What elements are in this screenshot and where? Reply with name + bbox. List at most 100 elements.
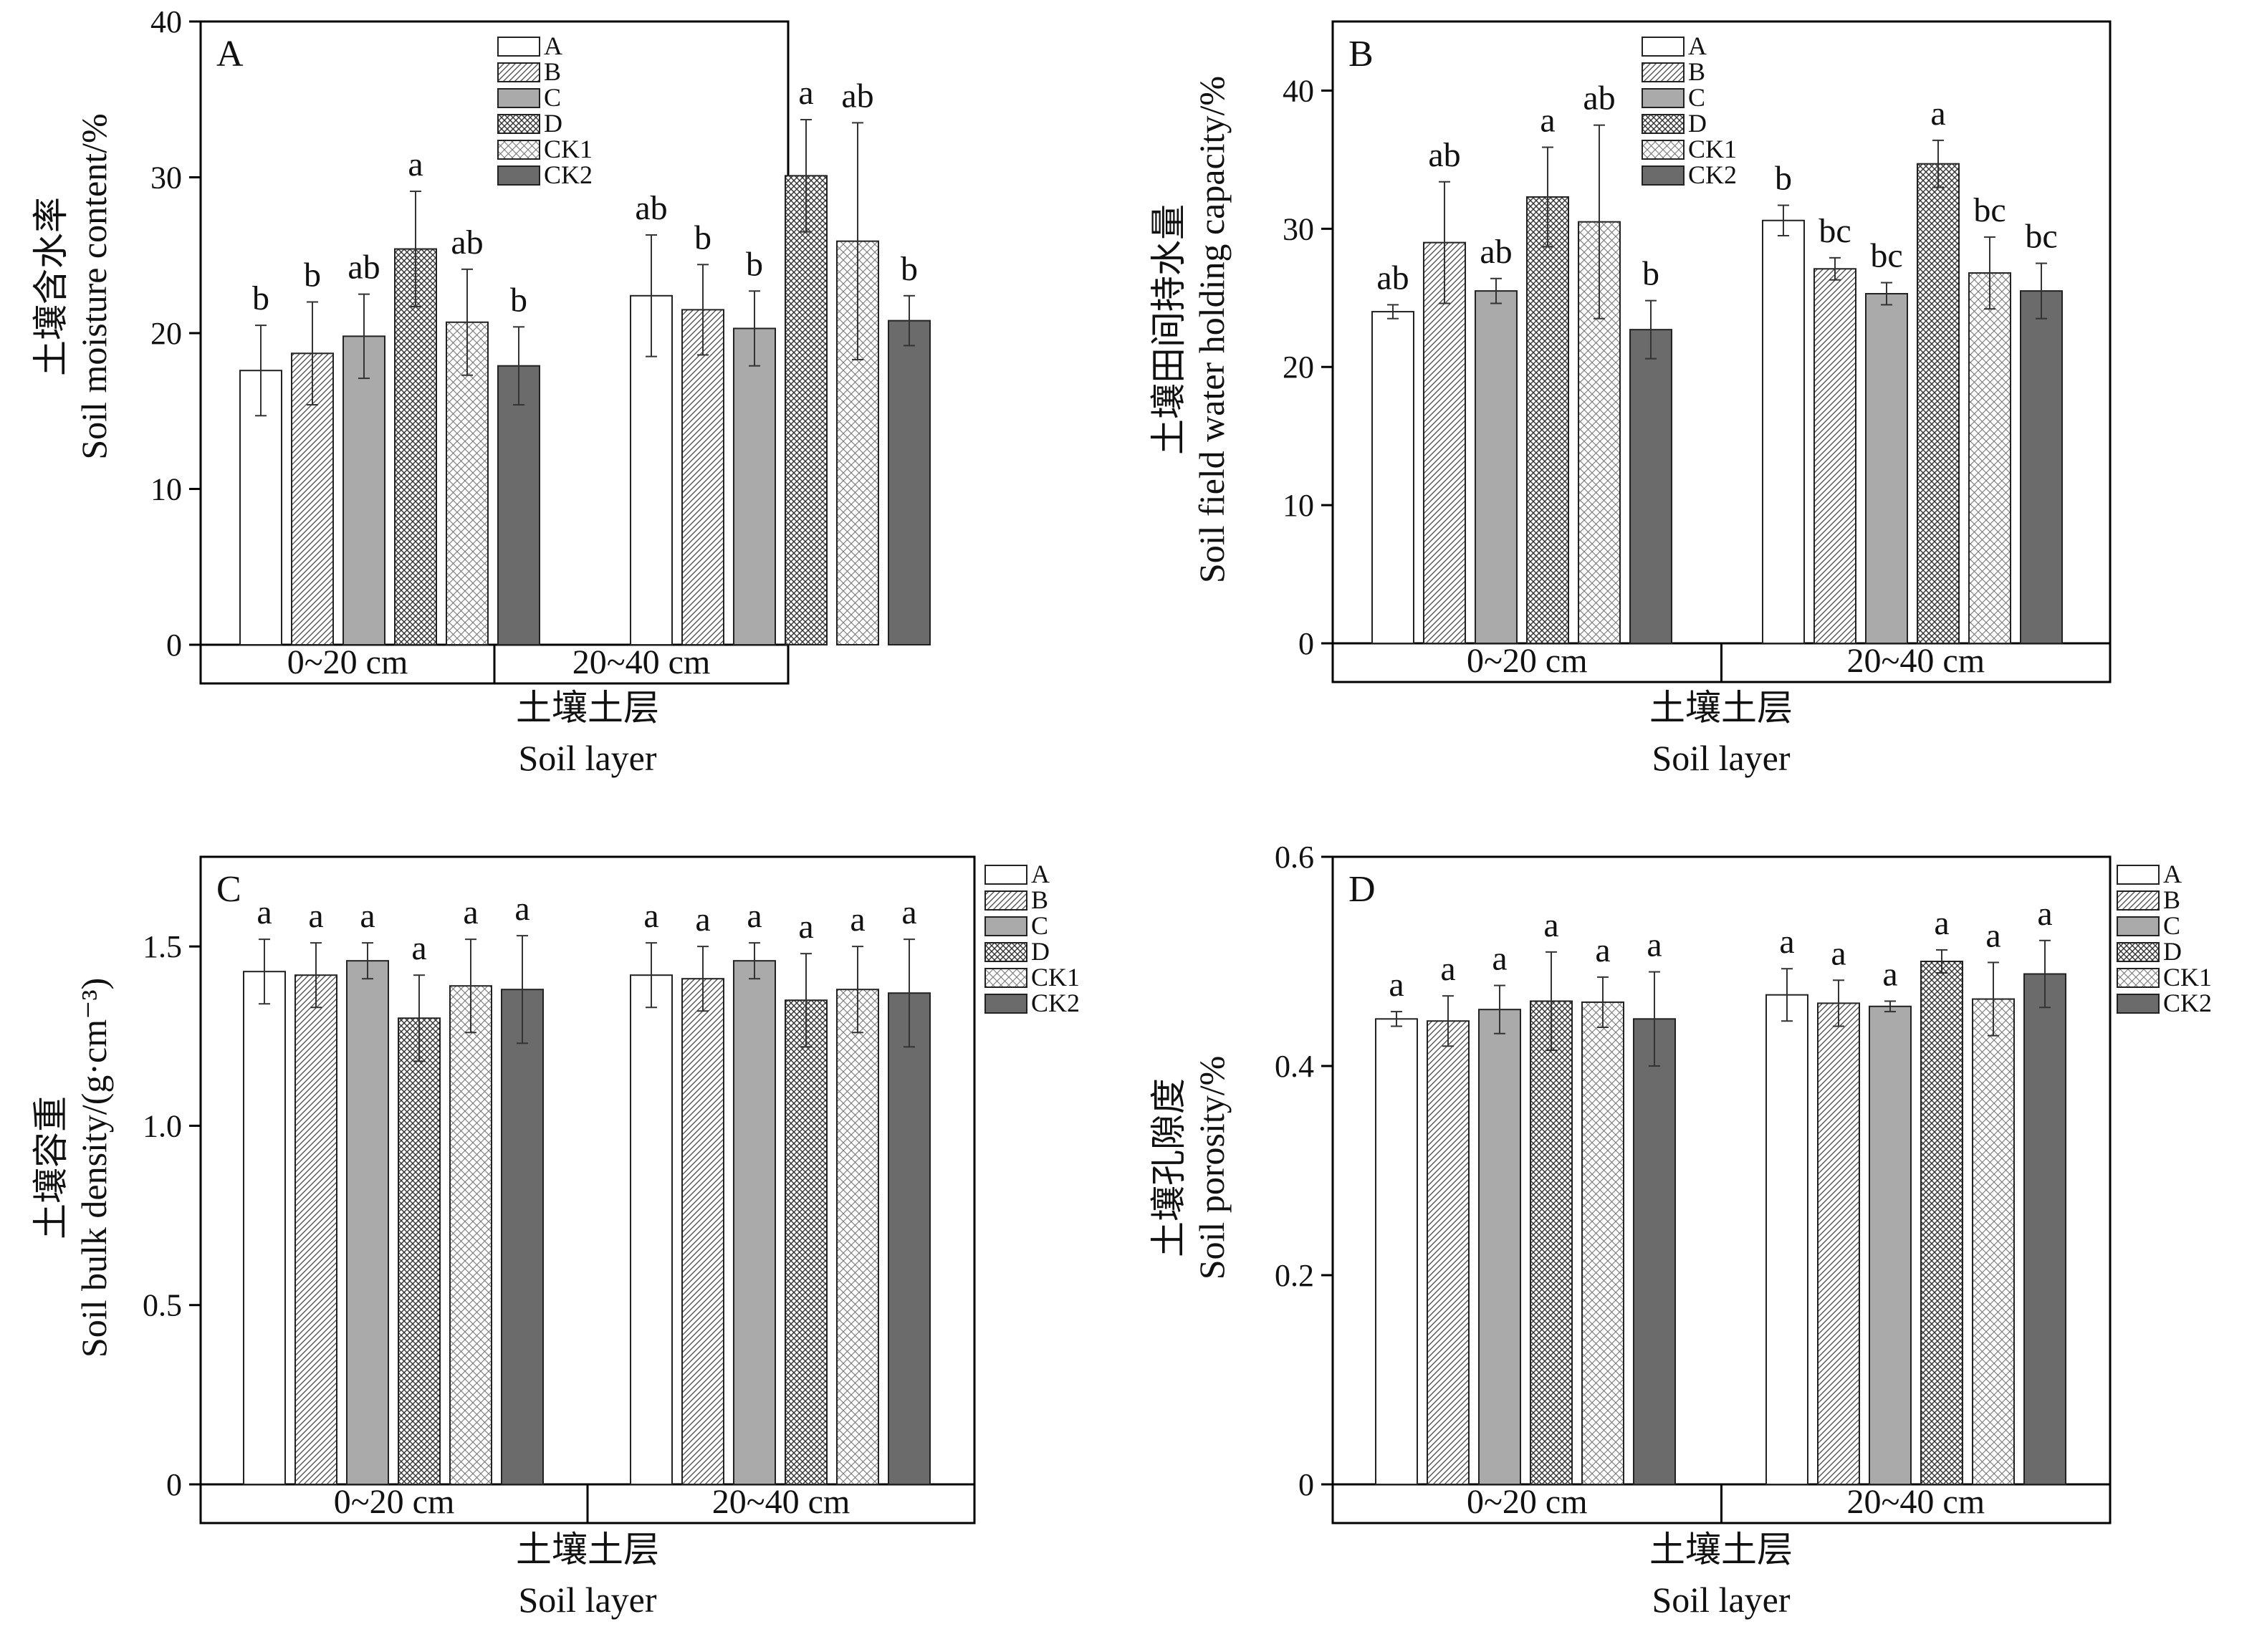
legend-swatch bbox=[2117, 916, 2160, 936]
panel-letter: C bbox=[216, 869, 241, 910]
legend-label: CK1 bbox=[1688, 135, 1737, 163]
bar bbox=[630, 974, 673, 1485]
x-axis-title-en: Soil layer bbox=[1652, 1580, 1790, 1620]
significance-letter: a bbox=[1831, 934, 1846, 972]
y-tick-label: 0.5 bbox=[143, 1288, 182, 1323]
bar bbox=[733, 960, 776, 1486]
y-tick-label: 30 bbox=[150, 160, 182, 196]
significance-letter: bc bbox=[1870, 237, 1902, 275]
legend-swatch bbox=[1642, 165, 1685, 186]
y-tick-label: 40 bbox=[150, 4, 182, 39]
category-label: 20~40 cm bbox=[1846, 642, 1985, 680]
legend-label: CK1 bbox=[544, 135, 593, 163]
bar bbox=[836, 989, 879, 1485]
bar bbox=[1427, 1020, 1470, 1485]
bar bbox=[1423, 241, 1466, 645]
significance-letter: ab bbox=[1376, 259, 1409, 297]
x-axis-title-cn: 土壤土层 bbox=[516, 1529, 659, 1570]
significance-letter: a bbox=[1647, 926, 1662, 964]
bar bbox=[1865, 292, 1908, 644]
significance-letter: b bbox=[304, 256, 321, 294]
bar bbox=[681, 978, 724, 1486]
significance-letter: a bbox=[1882, 955, 1897, 993]
significance-letter: a bbox=[1930, 95, 1945, 133]
significance-letter: a bbox=[408, 145, 423, 183]
x-axis-title-en: Soil layer bbox=[1652, 738, 1790, 778]
bar bbox=[1817, 1002, 1860, 1485]
legend-swatch bbox=[2117, 994, 2160, 1014]
significance-letter: a bbox=[850, 901, 865, 938]
y-tick-label: 0 bbox=[1298, 1467, 1314, 1502]
bar bbox=[1869, 1005, 1912, 1485]
legend-swatch bbox=[497, 37, 540, 57]
significance-letter: a bbox=[514, 890, 529, 928]
bar bbox=[2023, 973, 2066, 1485]
significance-letter: b bbox=[746, 245, 763, 283]
significance-letter: a bbox=[308, 897, 323, 935]
bar bbox=[1375, 1018, 1418, 1486]
y-tick-label: 0.4 bbox=[1275, 1049, 1314, 1084]
legend-label: A bbox=[2163, 860, 2182, 888]
legend-label: CK2 bbox=[1688, 160, 1737, 189]
significance-letter: ab bbox=[841, 77, 873, 115]
legend-swatch bbox=[1642, 88, 1685, 108]
y-tick-label: 0 bbox=[166, 1467, 182, 1502]
y-axis-title-cn: 土壤含水率 bbox=[31, 197, 71, 376]
significance-letter: ab bbox=[348, 249, 380, 287]
significance-letter: a bbox=[2037, 895, 2052, 933]
legend-swatch bbox=[984, 994, 1027, 1014]
bar bbox=[1581, 1001, 1624, 1485]
panel-letter: B bbox=[1348, 34, 1374, 75]
bar bbox=[449, 985, 492, 1485]
significance-letter: a bbox=[901, 893, 916, 931]
bar bbox=[1813, 268, 1856, 644]
x-axis-title-cn: 土壤土层 bbox=[516, 688, 659, 728]
significance-letter: a bbox=[798, 908, 813, 946]
legend-label: CK1 bbox=[1031, 963, 1080, 991]
significance-letter: a bbox=[747, 897, 762, 935]
y-tick-label: 10 bbox=[1283, 488, 1314, 523]
significance-letter: a bbox=[463, 893, 478, 931]
bar bbox=[1629, 329, 1672, 644]
significance-letter: b bbox=[1775, 160, 1792, 198]
legend-label: CK2 bbox=[1031, 989, 1080, 1017]
category-label: 0~20 cm bbox=[1467, 1483, 1588, 1521]
legend-swatch bbox=[984, 968, 1027, 988]
legend-label: B bbox=[1688, 57, 1705, 86]
significance-letter: a bbox=[798, 74, 813, 112]
significance-letter: a bbox=[1934, 904, 1949, 942]
y-tick-label: 40 bbox=[1283, 73, 1314, 108]
x-axis-title-cn: 土壤土层 bbox=[1649, 1529, 1793, 1570]
legend-swatch bbox=[984, 942, 1027, 962]
significance-letter: a bbox=[1595, 931, 1610, 969]
bar bbox=[630, 294, 673, 645]
y-axis-title-en: Soil bulk density/(g·cm⁻³) bbox=[74, 978, 114, 1358]
significance-letter: bc bbox=[2025, 218, 2057, 256]
legend-swatch bbox=[2117, 942, 2160, 962]
x-axis-title-en: Soil layer bbox=[518, 1580, 656, 1620]
x-axis-title-en: Soil layer bbox=[518, 738, 656, 778]
legend-label: D bbox=[1688, 109, 1707, 138]
legend-label: C bbox=[544, 83, 561, 112]
y-tick-label: 30 bbox=[1283, 211, 1314, 246]
legend-swatch bbox=[984, 890, 1027, 911]
significance-letter: a bbox=[1492, 940, 1507, 978]
significance-letter: a bbox=[643, 897, 658, 935]
bar bbox=[398, 1017, 441, 1486]
bar bbox=[888, 992, 931, 1485]
category-label: 20~40 cm bbox=[1846, 1483, 1985, 1521]
significance-letter: bc bbox=[1818, 212, 1851, 250]
y-tick-label: 0 bbox=[1298, 626, 1314, 661]
y-tick-label: 20 bbox=[150, 316, 182, 351]
category-label: 0~20 cm bbox=[287, 643, 408, 681]
significance-letter: ab bbox=[451, 224, 483, 261]
significance-letter: a bbox=[695, 901, 710, 938]
bar bbox=[733, 327, 776, 645]
legend-swatch bbox=[2117, 968, 2160, 988]
bar bbox=[1530, 1000, 1573, 1485]
